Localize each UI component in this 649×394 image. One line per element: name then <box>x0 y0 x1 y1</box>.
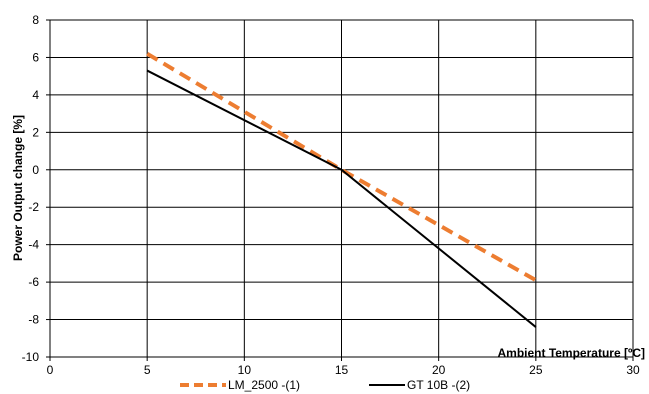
legend-label-2: GT 10B -(2) <box>407 378 470 392</box>
grid-lines-horizontal <box>50 19 633 321</box>
x-tick-labels: 0 5 10 15 20 25 30 <box>47 363 640 377</box>
y-tick-label: 4 <box>32 88 39 102</box>
x-tick-label: 0 <box>47 363 54 377</box>
axes <box>46 19 634 361</box>
legend-label-1: LM_2500 -(1) <box>228 378 300 392</box>
x-tick-label: 30 <box>626 363 640 377</box>
x-tick-label: 5 <box>144 363 151 377</box>
y-tick-label: -6 <box>28 275 39 289</box>
y-tick-label: 8 <box>32 13 39 27</box>
x-tick-label: 20 <box>432 363 446 377</box>
y-tick-labels: -10 -8 -6 -4 -2 0 2 4 6 8 <box>22 13 40 364</box>
y-tick-label: -4 <box>28 238 39 252</box>
y-tick-label: -8 <box>28 313 39 327</box>
x-tick-label: 10 <box>238 363 252 377</box>
y-tick-label: -10 <box>22 350 40 364</box>
y-axis-title: Power Output change [%] <box>11 115 25 261</box>
y-tick-label: -2 <box>28 200 39 214</box>
y-tick-label: 6 <box>32 50 39 64</box>
x-tick-label: 25 <box>529 363 543 377</box>
x-axis-title: Ambient Temperature [ºC] <box>497 346 645 360</box>
y-tick-label: 0 <box>32 163 39 177</box>
grid-lines-vertical <box>146 20 634 357</box>
y-tick-label: 2 <box>32 125 39 139</box>
x-tick-label: 15 <box>335 363 349 377</box>
series-lines <box>146 51 537 328</box>
legend: LM_2500 -(1) GT 10B -(2) <box>180 378 470 392</box>
series-line-2 <box>146 69 537 328</box>
